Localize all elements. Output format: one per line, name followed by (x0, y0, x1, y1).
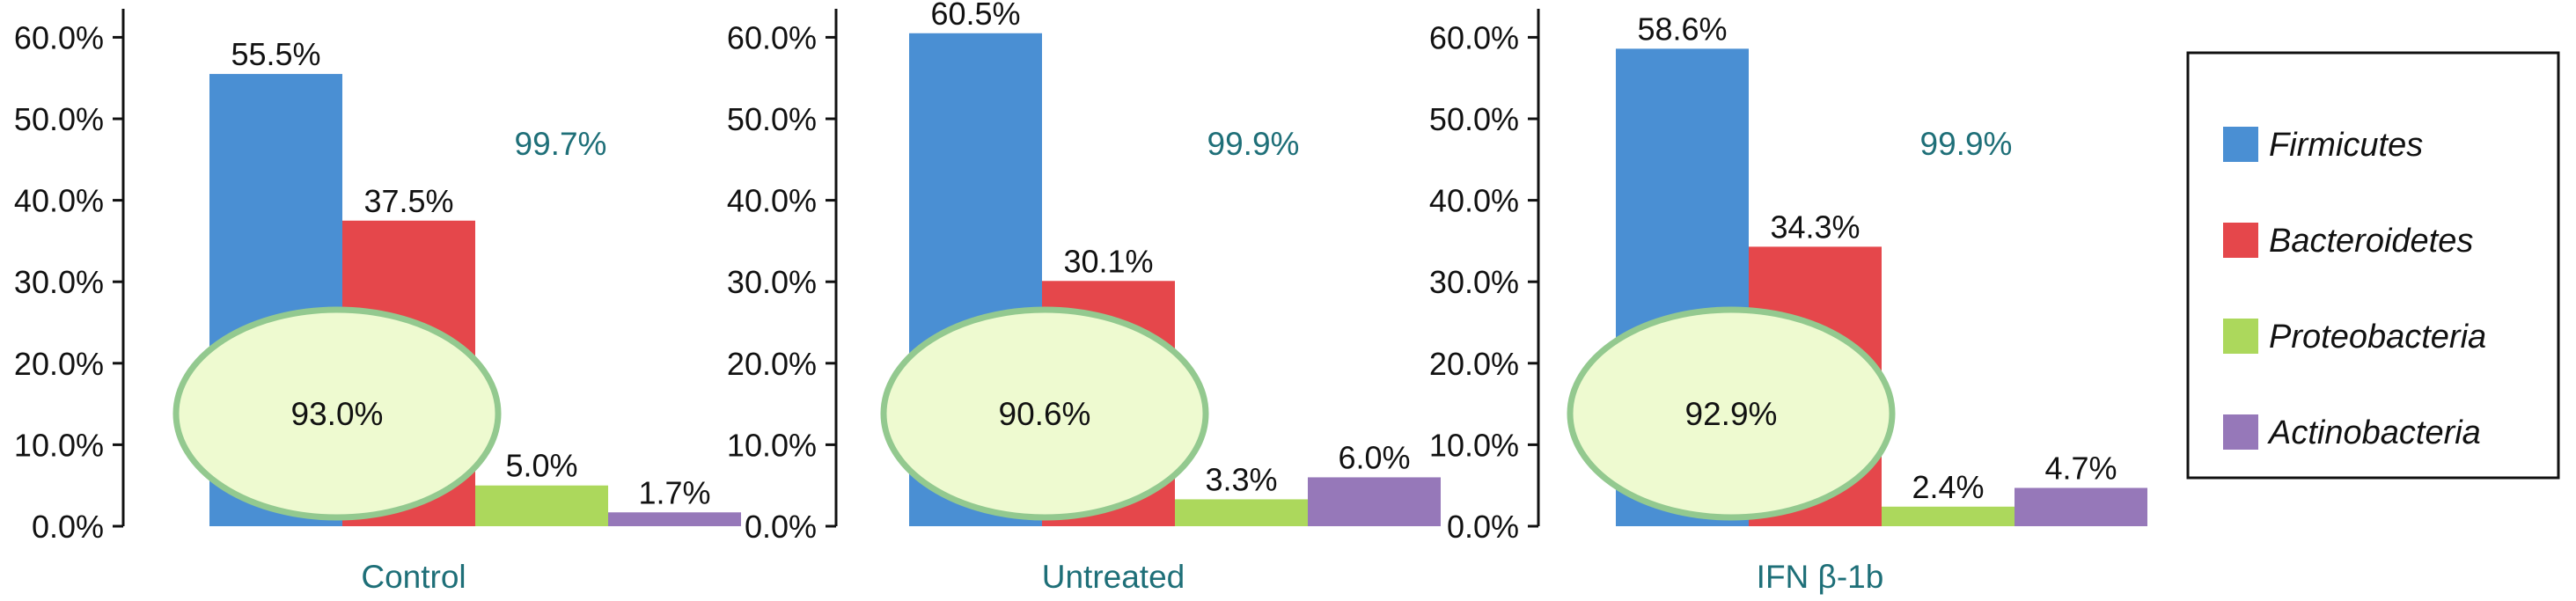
legend-swatch-actinobacteria (2223, 414, 2258, 450)
bar-value-label: 5.0% (505, 448, 577, 484)
y-tick-label: 10.0% (1429, 427, 1519, 463)
bar-actinobacteria (608, 512, 741, 526)
y-tick-label: 40.0% (727, 183, 817, 219)
y-tick-label: 60.0% (14, 19, 104, 55)
highlight-ellipse (1567, 306, 1896, 521)
highlight-ellipse (172, 306, 502, 521)
bar-actinobacteria (2015, 487, 2147, 526)
ellipse-percent-label: 90.6% (999, 396, 1091, 432)
y-tick-label: 40.0% (1429, 183, 1519, 219)
legend-swatch-proteobacteria (2223, 319, 2258, 354)
bar-value-label: 58.6% (1637, 11, 1727, 47)
bar-value-label: 60.5% (930, 0, 1020, 32)
y-tick-label: 30.0% (727, 264, 817, 300)
condition-label: Control (361, 559, 466, 595)
legend-box (2186, 51, 2560, 480)
legend-swatch-firmicutes (2223, 127, 2258, 162)
y-tick-label: 40.0% (14, 183, 104, 219)
y-tick-label: 20.0% (727, 346, 817, 382)
condition-label: Untreated (1042, 559, 1185, 595)
summary-percent-label: 99.9% (1920, 126, 2013, 162)
y-tick-label: 0.0% (32, 509, 104, 545)
bar-value-label: 4.7% (2044, 450, 2117, 486)
bar-value-label: 2.4% (1912, 469, 1984, 505)
legend-label-actinobacteria: Actinobacteria (2267, 414, 2481, 451)
y-tick-label: 20.0% (1429, 346, 1519, 382)
chart-panel-2: 0.0% 10.0% 20.0% 30.0% 40.0% 50.0% 60.0% 60.5% 3… (727, 0, 1441, 595)
bar-value-label: 34.3% (1770, 209, 1860, 245)
y-tick-label: 10.0% (14, 427, 104, 463)
highlight-ellipse (880, 306, 1209, 521)
bar-value-label: 3.3% (1205, 461, 1277, 497)
legend-label-firmicutes: Firmicutes (2269, 127, 2423, 164)
condition-label: IFN β-1b (1757, 559, 1884, 595)
summary-percent-label: 99.9% (1207, 126, 1300, 162)
bar-proteobacteria (1175, 499, 1308, 526)
bar-value-label: 55.5% (231, 36, 320, 72)
y-tick-label: 30.0% (1429, 264, 1519, 300)
y-tick-label: 0.0% (745, 509, 817, 545)
legend-swatch-bacteroidetes (2223, 223, 2258, 258)
bar-value-label: 6.0% (1338, 439, 1410, 475)
chart-panel-3: 0.0% 10.0% 20.0% 30.0% 40.0% 50.0% 60.0% 58.6% 3… (1429, 9, 2147, 595)
ellipse-percent-label: 92.9% (1685, 396, 1778, 432)
bar-value-label: 1.7% (638, 474, 710, 510)
y-tick-label: 10.0% (727, 427, 817, 463)
bar-actinobacteria (1308, 477, 1441, 526)
chart-panel-1: 0.0% 10.0% 20.0% 30.0% 40.0% 50.0% 60.0% 55.5% 3… (14, 9, 741, 595)
y-tick-label: 30.0% (14, 264, 104, 300)
bar-value-label: 37.5% (363, 183, 453, 219)
bar-proteobacteria (475, 485, 608, 526)
y-tick-label: 50.0% (1429, 101, 1519, 137)
ellipse-percent-label: 93.0% (291, 396, 384, 432)
legend-label-bacteroidetes: Bacteroidetes (2269, 223, 2473, 260)
y-tick-label: 60.0% (727, 19, 817, 55)
summary-percent-label: 99.7% (515, 126, 607, 162)
bar-value-label: 30.1% (1063, 243, 1153, 279)
y-tick-label: 0.0% (1447, 509, 1519, 545)
y-tick-label: 50.0% (727, 101, 817, 137)
y-tick-label: 60.0% (1429, 19, 1519, 55)
legend: Firmicutes Bacteroidetes Proteobacteria Act… (2186, 51, 2560, 480)
bar-proteobacteria (1882, 506, 2015, 526)
y-tick-label: 50.0% (14, 101, 104, 137)
legend-label-proteobacteria: Proteobacteria (2269, 319, 2486, 355)
y-tick-label: 20.0% (14, 346, 104, 382)
